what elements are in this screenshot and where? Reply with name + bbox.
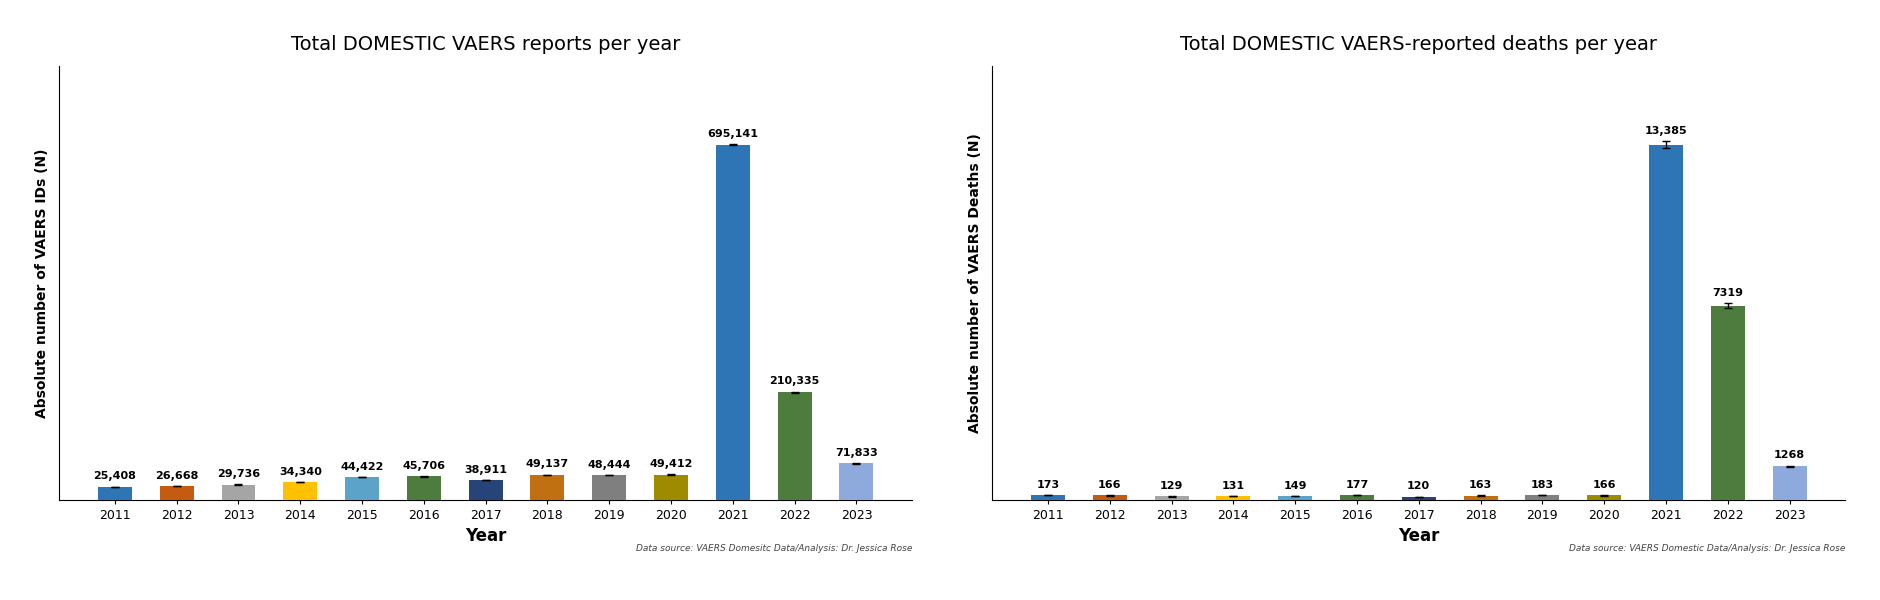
Text: 13,385: 13,385 xyxy=(1645,126,1686,136)
Bar xyxy=(1216,496,1250,500)
Bar xyxy=(1340,495,1374,500)
Text: Data source: VAERS Domesitc Data/Analysis: Dr. Jessica Rose: Data source: VAERS Domesitc Data/Analysi… xyxy=(635,544,912,553)
Bar xyxy=(778,392,812,500)
Title: Total DOMESTIC VAERS-reported deaths per year: Total DOMESTIC VAERS-reported deaths per… xyxy=(1181,35,1658,54)
Bar xyxy=(1773,466,1807,500)
Bar xyxy=(1092,496,1126,500)
Text: 173: 173 xyxy=(1036,480,1060,490)
Bar xyxy=(468,480,502,500)
Bar xyxy=(160,486,194,500)
Text: 120: 120 xyxy=(1406,481,1431,491)
Text: 25,408: 25,408 xyxy=(94,472,137,481)
X-axis label: Year: Year xyxy=(464,527,506,545)
Text: 177: 177 xyxy=(1346,480,1369,490)
Text: 49,137: 49,137 xyxy=(526,460,570,469)
Text: 131: 131 xyxy=(1222,481,1245,491)
Bar xyxy=(1711,305,1745,500)
Text: 29,736: 29,736 xyxy=(216,469,259,479)
Text: 210,335: 210,335 xyxy=(769,376,820,386)
Bar xyxy=(1463,496,1498,500)
Text: 26,668: 26,668 xyxy=(154,471,199,481)
Bar xyxy=(840,463,874,500)
Text: 166: 166 xyxy=(1098,480,1122,490)
Bar xyxy=(716,145,750,500)
Y-axis label: Absolute number of VAERS IDs (N): Absolute number of VAERS IDs (N) xyxy=(34,148,49,418)
Bar xyxy=(592,475,626,500)
Text: 7319: 7319 xyxy=(1713,288,1743,298)
Bar xyxy=(222,485,256,500)
Title: Total DOMESTIC VAERS reports per year: Total DOMESTIC VAERS reports per year xyxy=(291,35,681,54)
Bar xyxy=(346,477,380,500)
Bar xyxy=(1030,495,1064,500)
Bar xyxy=(406,476,442,500)
Bar xyxy=(654,475,688,500)
Text: 71,833: 71,833 xyxy=(835,448,878,458)
Bar xyxy=(1587,496,1621,500)
Bar xyxy=(1649,145,1683,500)
Text: 129: 129 xyxy=(1160,481,1183,491)
Text: 49,412: 49,412 xyxy=(649,459,692,469)
Y-axis label: Absolute number of VAERS Deaths (N): Absolute number of VAERS Deaths (N) xyxy=(968,133,981,433)
Text: 149: 149 xyxy=(1284,481,1307,491)
Text: 183: 183 xyxy=(1530,479,1555,490)
Text: 34,340: 34,340 xyxy=(278,467,321,477)
Bar xyxy=(530,475,564,500)
Bar xyxy=(1402,497,1436,500)
Text: 1268: 1268 xyxy=(1775,451,1805,460)
Bar xyxy=(1525,495,1559,500)
Bar xyxy=(98,487,132,500)
Bar xyxy=(1278,496,1312,500)
Text: Data source: VAERS Domestic Data/Analysis: Dr. Jessica Rose: Data source: VAERS Domestic Data/Analysi… xyxy=(1570,544,1846,553)
Text: 695,141: 695,141 xyxy=(707,128,758,139)
Text: 44,422: 44,422 xyxy=(340,462,384,472)
X-axis label: Year: Year xyxy=(1399,527,1440,545)
Text: 45,706: 45,706 xyxy=(402,461,446,471)
Text: 38,911: 38,911 xyxy=(464,464,508,475)
Bar xyxy=(1154,496,1188,500)
Text: 48,444: 48,444 xyxy=(588,460,632,470)
Bar xyxy=(284,482,318,500)
Text: 166: 166 xyxy=(1592,480,1617,490)
Text: 163: 163 xyxy=(1468,480,1493,490)
